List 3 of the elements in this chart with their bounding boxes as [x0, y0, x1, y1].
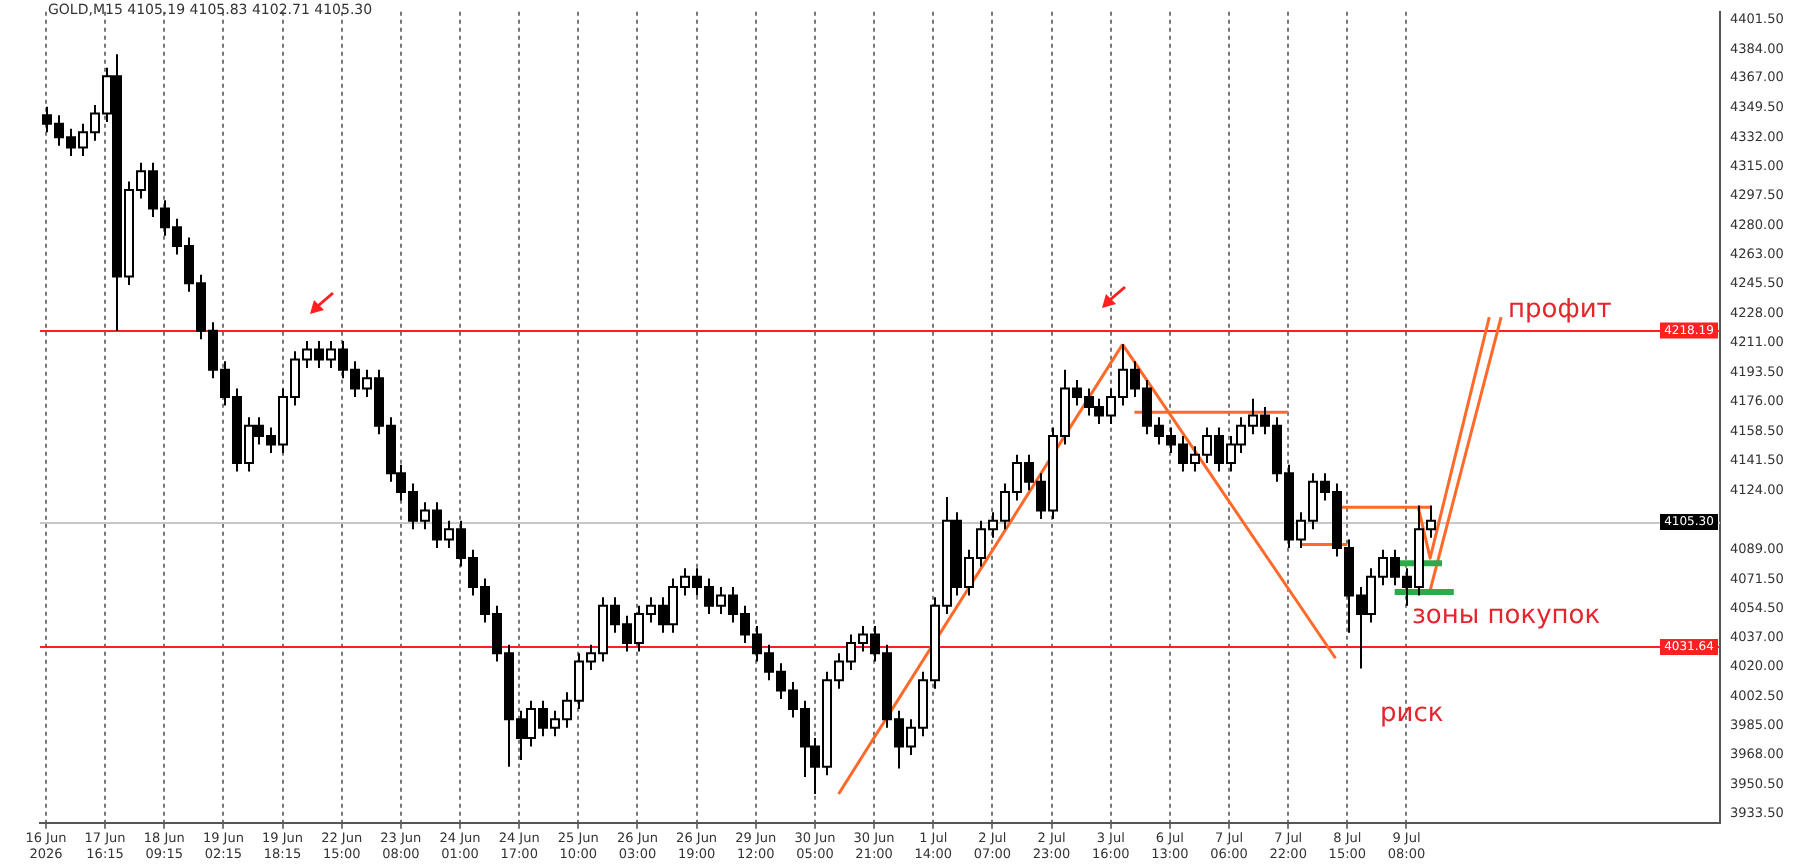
annotation: зоны покупок — [1412, 600, 1601, 631]
annotation: профит — [1508, 294, 1613, 325]
annotation: риск — [1380, 698, 1444, 729]
